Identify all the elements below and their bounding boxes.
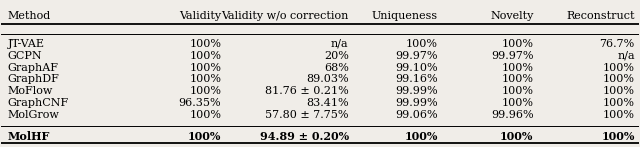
Text: JT-VAE: JT-VAE [8,39,45,49]
Text: 20%: 20% [324,51,349,61]
Text: 99.06%: 99.06% [396,110,438,120]
Text: 100%: 100% [502,98,534,108]
Text: MolGrow: MolGrow [8,110,60,120]
Text: n/a: n/a [617,51,635,61]
Text: 100%: 100% [189,74,221,84]
Text: 89.03%: 89.03% [306,74,349,84]
Text: 100%: 100% [502,62,534,72]
Text: 99.96%: 99.96% [491,110,534,120]
Text: GraphCNF: GraphCNF [8,98,69,108]
Text: MoFlow: MoFlow [8,86,53,96]
Text: 100%: 100% [603,74,635,84]
Text: 100%: 100% [500,131,534,142]
Text: 100%: 100% [502,39,534,49]
Text: 68%: 68% [324,62,349,72]
Text: Uniqueness: Uniqueness [372,11,438,21]
Text: 100%: 100% [502,74,534,84]
Text: MolHF: MolHF [8,131,50,142]
Text: 100%: 100% [602,131,635,142]
Text: 76.7%: 76.7% [600,39,635,49]
Text: 99.16%: 99.16% [396,74,438,84]
Text: 100%: 100% [188,131,221,142]
Text: GCPN: GCPN [8,51,42,61]
Text: 100%: 100% [502,86,534,96]
Text: 94.89 ± 0.20%: 94.89 ± 0.20% [260,131,349,142]
Text: 100%: 100% [603,62,635,72]
Text: 100%: 100% [189,51,221,61]
Text: 96.35%: 96.35% [179,98,221,108]
Text: 100%: 100% [603,86,635,96]
Text: 100%: 100% [603,98,635,108]
Text: GraphDF: GraphDF [8,74,60,84]
Text: 57.80 ± 7.75%: 57.80 ± 7.75% [265,110,349,120]
Text: 100%: 100% [189,39,221,49]
Text: GraphAF: GraphAF [8,62,59,72]
Text: 100%: 100% [189,86,221,96]
Text: 99.10%: 99.10% [396,62,438,72]
Text: n/a: n/a [331,39,349,49]
Text: 99.97%: 99.97% [491,51,534,61]
Text: 81.76 ± 0.21%: 81.76 ± 0.21% [265,86,349,96]
Text: 83.41%: 83.41% [306,98,349,108]
Text: 100%: 100% [189,110,221,120]
Text: Validity w/o correction: Validity w/o correction [221,11,349,21]
Text: Reconstruct: Reconstruct [566,11,635,21]
Text: 100%: 100% [189,62,221,72]
Text: 99.97%: 99.97% [396,51,438,61]
Text: 100%: 100% [404,131,438,142]
Text: 99.99%: 99.99% [396,98,438,108]
Text: Validity: Validity [179,11,221,21]
Text: Novelty: Novelty [490,11,534,21]
Text: 100%: 100% [603,110,635,120]
Text: Method: Method [8,11,51,21]
Text: 100%: 100% [406,39,438,49]
Text: 99.99%: 99.99% [396,86,438,96]
